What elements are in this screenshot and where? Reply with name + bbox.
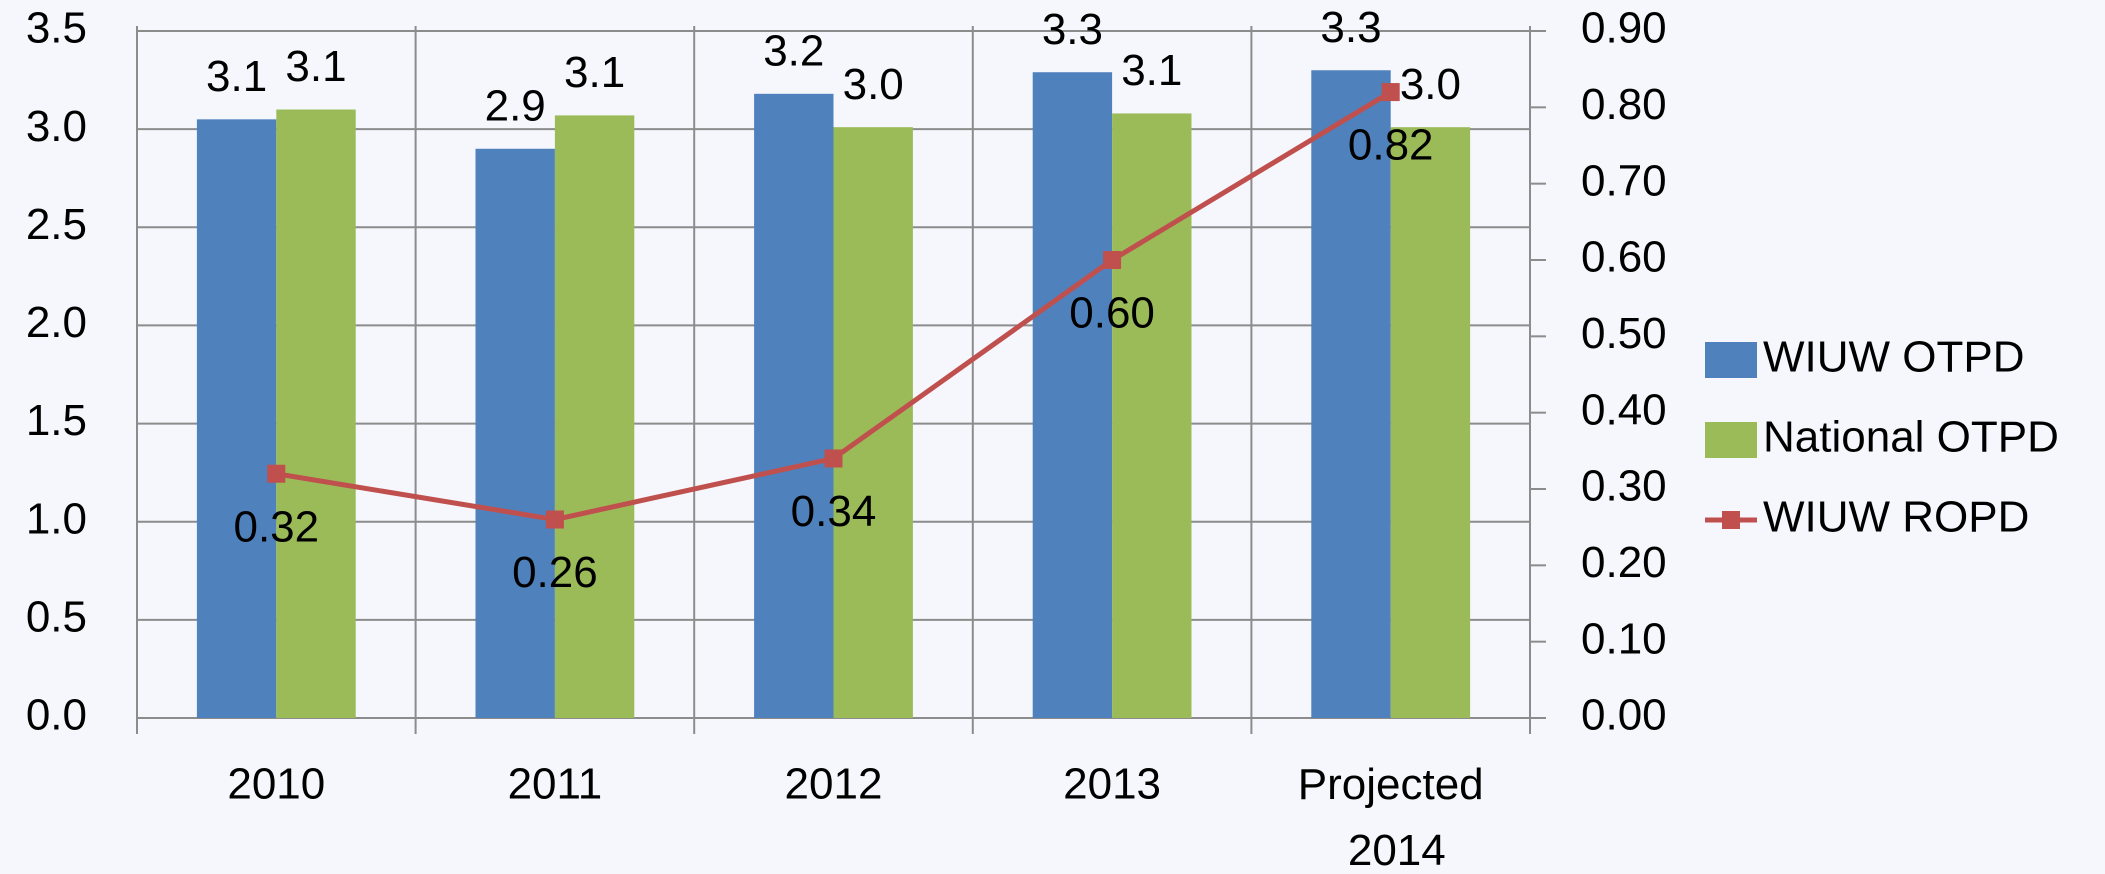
y2-tick-label: 0.80 xyxy=(1581,80,1667,129)
x-tick-label: 2013 xyxy=(1063,760,1161,809)
bar xyxy=(475,148,555,718)
line-marker xyxy=(267,464,286,483)
line-marker xyxy=(1103,251,1122,269)
legend-label: WIUW ROPD xyxy=(1763,493,2029,542)
x-tick-label: Projected 2014 xyxy=(1298,760,1484,874)
line-marker xyxy=(824,449,843,468)
y2-tick-label: 0.10 xyxy=(1581,614,1667,663)
x-tick-label: 2010 xyxy=(227,760,325,809)
line-marker xyxy=(545,510,564,529)
bar xyxy=(754,93,834,719)
bar xyxy=(1112,113,1192,718)
data-label: 3.1 xyxy=(564,48,625,97)
data-label: 0.60 xyxy=(1069,289,1155,338)
data-label: 3.2 xyxy=(763,26,824,75)
y2-tick-label: 0.40 xyxy=(1581,385,1667,434)
y-tick-label: 0.5 xyxy=(26,592,87,641)
y2-tick-label: 0.30 xyxy=(1581,462,1667,511)
bar xyxy=(1032,72,1113,719)
y-tick-label: 1.0 xyxy=(26,494,87,543)
data-label: 3.1 xyxy=(206,52,267,101)
x-tick-label: 2012 xyxy=(785,760,883,809)
y2-tick-label: 0.20 xyxy=(1581,538,1667,587)
data-label: 0.32 xyxy=(233,502,319,551)
bar xyxy=(833,127,913,719)
legend-swatch xyxy=(1705,342,1757,378)
y2-tick-label: 0.60 xyxy=(1581,233,1667,282)
data-label: 3.1 xyxy=(1121,46,1182,95)
line-marker xyxy=(1381,83,1400,102)
legend-label: National OTPD xyxy=(1763,413,2059,462)
legend-marker xyxy=(1722,511,1740,529)
data-label: 3.3 xyxy=(1320,3,1381,52)
data-label: 0.82 xyxy=(1348,121,1434,170)
y2-tick-label: 0.90 xyxy=(1581,4,1667,53)
data-label: 3.0 xyxy=(1400,60,1461,109)
y-tick-label: 2.0 xyxy=(26,298,87,347)
y-tick-label: 3.5 xyxy=(26,4,87,53)
y2-tick-label: 0.50 xyxy=(1581,309,1667,358)
bar xyxy=(1311,70,1391,718)
data-label: 2.9 xyxy=(485,81,546,130)
data-label: 0.26 xyxy=(512,548,598,597)
bar xyxy=(554,115,635,719)
bar xyxy=(1390,127,1471,719)
y-tick-label: 1.5 xyxy=(26,396,87,445)
bar xyxy=(276,109,356,718)
x-tick-label: 2011 xyxy=(508,760,603,809)
y-tick-label: 0.0 xyxy=(26,691,87,740)
data-label: 0.34 xyxy=(791,487,877,536)
y-tick-label: 2.5 xyxy=(26,200,87,249)
legend-swatch xyxy=(1705,422,1757,458)
data-label: 3.0 xyxy=(843,60,904,109)
data-label: 3.1 xyxy=(285,42,346,91)
legend-label: WIUW OTPD xyxy=(1763,333,2025,382)
y2-tick-label: 0.00 xyxy=(1581,691,1667,740)
bar xyxy=(196,119,277,719)
data-label: 3.3 xyxy=(1042,5,1103,54)
y-tick-label: 3.0 xyxy=(26,102,87,151)
y2-tick-label: 0.70 xyxy=(1581,156,1667,205)
